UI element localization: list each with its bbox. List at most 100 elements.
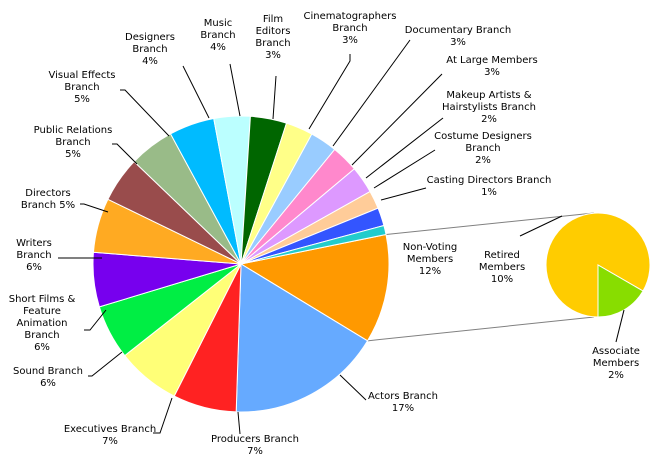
- leader-line-executives: [153, 397, 173, 434]
- leader-line-producers: [237, 411, 241, 435]
- slice-label-line: Executives Branch: [64, 424, 156, 435]
- slice-label-line: Actors Branch: [368, 391, 438, 402]
- slice-label-line: Sound Branch: [13, 366, 83, 377]
- slice-label-line: Film: [263, 14, 283, 25]
- slice-label-line: 3%: [450, 37, 466, 48]
- leader-line-designers: [182, 65, 210, 119]
- leader-line-costume: [373, 149, 436, 189]
- leader-line-film-editors: [272, 75, 277, 120]
- slice-label-line: Non-Voting: [403, 242, 458, 253]
- slice-label-line: 6%: [34, 342, 50, 353]
- leader-line-associate: [615, 309, 625, 343]
- slice-label-line: Branch: [332, 23, 367, 34]
- slice-label-line: Members: [593, 358, 639, 369]
- slice-label-line: Branch 5%: [21, 200, 75, 211]
- slice-label-directors: Directors Branch 5%: [21, 188, 75, 211]
- slice-label-short-films: Short Films & Feature Animation Branch 6%: [9, 294, 76, 353]
- leader-line-actors: [339, 374, 367, 401]
- slice-label-sound: Sound Branch 6%: [13, 366, 83, 389]
- slice-label-line: Branch: [24, 330, 59, 341]
- slice-label-line: Music: [204, 18, 232, 29]
- slice-label-line: Feature: [23, 306, 61, 317]
- slice-label-line: Makeup Artists &: [446, 90, 531, 101]
- pie-slice-actors: [235, 263, 369, 413]
- slice-label-line: Public Relations: [34, 125, 113, 136]
- leader-line-at-large: [351, 73, 443, 166]
- slice-label-producers: Producers Branch 7%: [211, 434, 299, 457]
- leader-line-cinematographers: [308, 54, 351, 130]
- slice-label-visual-effects: Visual Effects Branch 5%: [48, 70, 115, 105]
- slice-label-line: 5%: [65, 149, 81, 160]
- slice-label-line: 7%: [247, 446, 263, 457]
- slice-label-line: 5%: [74, 94, 90, 105]
- slice-label-executives: Executives Branch 7%: [64, 424, 156, 447]
- slice-label-line: 2%: [475, 155, 491, 166]
- slice-label-line: Short Films &: [9, 294, 76, 305]
- slice-label-line: 3%: [484, 67, 500, 78]
- slice-label-line: Branch: [16, 250, 51, 261]
- leader-line-makeup: [365, 117, 444, 179]
- slice-label-line: 1%: [481, 187, 497, 198]
- slice-label-line: 2%: [481, 114, 497, 125]
- slice-label-line: 7%: [102, 436, 118, 447]
- slice-labels: Non-Voting Members 12%Actors Branch 17%Prod…: [9, 11, 640, 457]
- slice-label-retired: Retired Members 10%: [479, 250, 525, 285]
- slice-label-line: Hairstylists Branch: [442, 102, 536, 113]
- slice-label-line: Editors: [256, 26, 291, 37]
- slice-label-line: Costume Designers: [434, 131, 532, 142]
- slice-label-associate: Associate Members 2%: [592, 346, 640, 381]
- slice-label-line: Associate: [592, 346, 640, 357]
- slice-label-line: 2%: [608, 370, 624, 381]
- slice-label-line: Directors: [25, 188, 70, 199]
- leader-line-casting: [380, 187, 427, 201]
- breakout-pie: [545, 212, 651, 318]
- slice-label-line: 10%: [491, 274, 513, 285]
- slice-label-line: Branch: [132, 44, 167, 55]
- slice-label-writers: Writers Branch 6%: [16, 238, 52, 273]
- slice-label-line: Visual Effects: [48, 70, 115, 81]
- slice-label-line: At Large Members: [446, 55, 537, 66]
- slice-label-film-editors: Film Editors Branch 3%: [255, 14, 290, 61]
- slice-label-line: Branch: [64, 82, 99, 93]
- leader-line-sound: [88, 351, 123, 377]
- slice-label-at-large: At Large Members 3%: [446, 55, 537, 78]
- slice-label-designers: Designers Branch 4%: [125, 32, 175, 67]
- slice-label-music: Music Branch 4%: [200, 18, 235, 53]
- breakout-connectors: [367, 212, 595, 342]
- slice-label-cinematographers: Cinematographers Branch 3%: [304, 11, 397, 46]
- slice-label-line: Producers Branch: [211, 434, 299, 445]
- pie-slice-non-voting: [239, 233, 390, 342]
- leader-lines: [58, 39, 625, 435]
- leader-line-visual-effects: [120, 89, 170, 137]
- slice-label-line: Retired: [484, 250, 520, 261]
- leader-line-short-films: [84, 309, 107, 331]
- slice-label-line: 6%: [40, 378, 56, 389]
- slice-label-line: Branch: [55, 137, 90, 148]
- slice-label-line: Documentary Branch: [405, 25, 511, 36]
- slice-label-line: 3%: [342, 35, 358, 46]
- slice-label-line: Cinematographers: [304, 11, 397, 22]
- slice-label-makeup: Makeup Artists & Hairstylists Branch 2%: [442, 90, 536, 125]
- pie-slice-casting: [240, 224, 387, 265]
- slice-label-line: Members: [407, 254, 453, 265]
- connector-bottom: [367, 316, 595, 342]
- slice-label-casting: Casting Directors Branch 1%: [427, 175, 552, 198]
- slice-label-line: Branch: [465, 143, 500, 154]
- slice-label-line: 4%: [210, 42, 226, 53]
- slice-label-costume: Costume Designers Branch 2%: [434, 131, 532, 166]
- leader-line-directors: [80, 203, 109, 213]
- slice-label-line: Writers: [16, 238, 52, 249]
- slice-label-public-relations: Public Relations Branch 5%: [34, 125, 113, 160]
- slice-label-line: Branch: [255, 38, 290, 49]
- slice-label-non-voting: Non-Voting Members 12%: [403, 242, 458, 277]
- slice-label-line: Casting Directors Branch: [427, 175, 552, 186]
- slice-label-line: 6%: [26, 262, 42, 273]
- slice-label-documentary: Documentary Branch 3%: [405, 25, 511, 48]
- leader-line-music: [229, 63, 241, 117]
- connector-top: [385, 212, 595, 235]
- slice-label-line: 12%: [419, 266, 441, 277]
- slice-label-actors: Actors Branch 17%: [368, 391, 438, 414]
- slice-label-line: 4%: [142, 56, 158, 67]
- leader-line-retired: [519, 215, 563, 237]
